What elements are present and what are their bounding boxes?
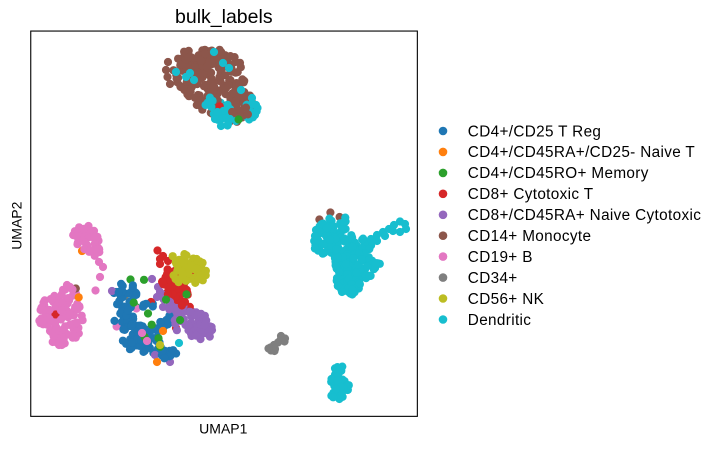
svg-text:CD34+: CD34+ [468, 270, 518, 287]
svg-text:Dendritic: Dendritic [468, 312, 532, 329]
svg-text:CD4+/CD45RO+ Memory: CD4+/CD45RO+ Memory [468, 165, 649, 182]
svg-text:CD14+ Monocyte: CD14+ Monocyte [468, 228, 592, 245]
svg-text:CD19+ B: CD19+ B [468, 249, 533, 266]
svg-text:CD8+ Cytotoxic T: CD8+ Cytotoxic T [468, 186, 594, 203]
svg-text:CD56+ NK: CD56+ NK [468, 291, 545, 308]
svg-text:UMAP1: UMAP1 [199, 421, 247, 437]
svg-text:CD4+/CD45RA+/CD25- Naive T: CD4+/CD45RA+/CD25- Naive T [468, 144, 695, 161]
svg-text:UMAP2: UMAP2 [8, 201, 24, 249]
svg-text:bulk_labels: bulk_labels [175, 6, 273, 28]
svg-text:CD8+/CD45RA+ Naive Cytotoxic: CD8+/CD45RA+ Naive Cytotoxic [468, 207, 701, 224]
svg-text:CD4+/CD25 T Reg: CD4+/CD25 T Reg [468, 123, 602, 140]
